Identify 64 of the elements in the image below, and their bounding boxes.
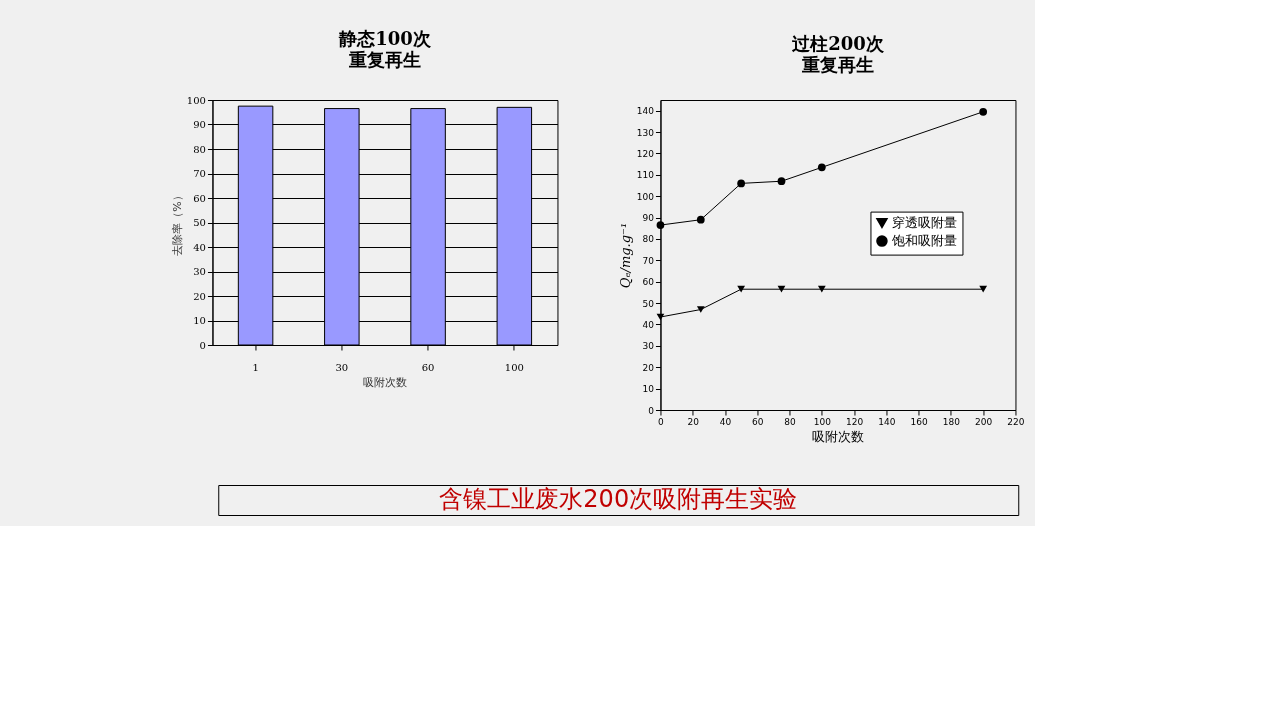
y-tick-label: 40	[193, 241, 206, 253]
legend-label: 饱和吸附量	[891, 233, 958, 249]
x-tick-label: 60	[421, 361, 435, 373]
y-tick-label: 50	[642, 298, 655, 309]
chart-title: 过柱200次	[791, 33, 885, 54]
x-tick-label: 200	[975, 416, 993, 427]
point	[979, 107, 988, 116]
x-tick-label: 60	[752, 416, 764, 427]
y-tick-label: 120	[636, 148, 655, 159]
point	[817, 285, 826, 293]
y-tick-label: 30	[193, 266, 206, 277]
x-tick-label: 140	[878, 416, 896, 427]
y-tick-label: 10	[193, 315, 206, 326]
chart-subtitle: 重复再生	[347, 49, 421, 70]
x-tick-label: 40	[719, 416, 732, 427]
x-tick-label: 120	[846, 416, 864, 427]
y-tick-label: 100	[186, 94, 206, 106]
x-tick-label: 100	[504, 361, 524, 373]
y-tick-label: 10	[642, 384, 655, 395]
y-tick-label: 50	[193, 217, 206, 228]
x-axis-title: 吸附次数	[363, 375, 408, 389]
y-tick-label: 70	[193, 168, 206, 179]
y-axis-title: 去除率（%）	[170, 190, 184, 256]
x-tick-label: 80	[784, 416, 797, 427]
y-tick-label: 90	[642, 213, 655, 224]
x-tick-label: 220	[1007, 416, 1025, 427]
point	[979, 285, 988, 293]
point	[696, 215, 705, 224]
y-tick-label: 80	[642, 234, 655, 245]
x-tick-label: 20	[687, 416, 700, 427]
chart-title: 静态100次	[338, 28, 432, 49]
x-tick-label: 30	[335, 361, 349, 373]
y-tick-label: 130	[636, 127, 655, 138]
point	[817, 163, 826, 172]
x-tick-label: 1	[252, 361, 259, 373]
y-tick-label: 110	[636, 170, 655, 181]
y-tick-label: 20	[193, 290, 206, 302]
point	[777, 285, 786, 293]
y-tick-label: 80	[193, 143, 206, 155]
point	[777, 177, 786, 186]
point	[656, 313, 665, 321]
text: 含镍工业废水200次吸附再生实验	[439, 485, 798, 513]
y-tick-label: 100	[636, 191, 655, 202]
legend-label: 穿透吸附量	[892, 215, 958, 231]
x-tick-label: 100	[813, 416, 832, 427]
y-tick-label: 90	[193, 119, 206, 130]
point	[737, 179, 746, 188]
x-tick-label: 180	[942, 416, 961, 427]
chart-subtitle: 重复再生	[800, 54, 874, 75]
point	[737, 285, 746, 293]
y-tick-label: 0	[648, 405, 655, 416]
y-tick-label: 70	[642, 255, 655, 266]
y-tick-label: 60	[642, 277, 655, 288]
point	[696, 306, 705, 313]
y-tick-label: 0	[199, 339, 206, 351]
y-tick-label: 30	[642, 341, 655, 352]
x-tick-label: 160	[910, 416, 928, 427]
y-axis-title: Qₑ/mg.g⁻¹	[617, 222, 633, 289]
x-axis-title: 吸附次数	[812, 428, 865, 444]
y-tick-label: 140	[636, 106, 655, 117]
x-tick-label: 0	[658, 416, 665, 427]
y-tick-label: 40	[642, 319, 655, 330]
point	[656, 221, 665, 229]
y-tick-label: 60	[193, 192, 206, 204]
